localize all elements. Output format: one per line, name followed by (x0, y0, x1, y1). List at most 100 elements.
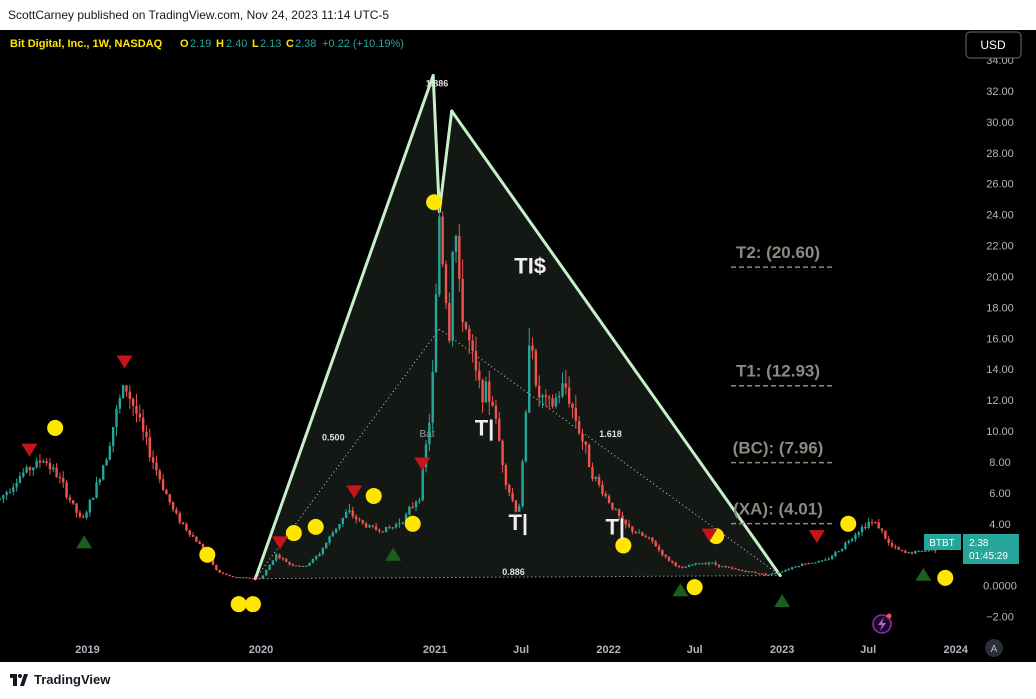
y-tick-label: 20.00 (986, 271, 1014, 283)
currency-button[interactable]: USD (965, 31, 1022, 59)
candle-body (32, 467, 35, 471)
candle-body (541, 395, 544, 398)
pattern-layer: 0.500 1.886 1.618 0.886 Bat (253, 73, 782, 581)
x-tick-label: 2021 (423, 644, 447, 656)
up-triangle-marker (76, 535, 93, 549)
candle-body (12, 487, 15, 492)
y-tick-label: 28.00 (986, 148, 1014, 160)
publish-header: ScottCarney published on TradingView.com… (0, 0, 1036, 30)
candle-body (45, 461, 48, 464)
candle-body (55, 467, 58, 478)
candle-body (341, 517, 345, 525)
candle-body (691, 564, 694, 566)
candle-body (251, 578, 255, 580)
candle-body (394, 524, 398, 528)
candle-body (797, 565, 801, 567)
tradingview-logo[interactable]: TradingView (10, 672, 110, 687)
candle-body (737, 569, 741, 571)
candle-body (248, 577, 251, 579)
yellow-dot-marker (840, 515, 857, 532)
candle-body (667, 556, 671, 561)
candle-body (770, 573, 774, 575)
y-tick-label: 32.00 (986, 86, 1014, 98)
candle-body (651, 537, 654, 542)
candle-body (105, 459, 108, 466)
candle-body (438, 216, 441, 295)
candle-body (188, 530, 191, 536)
candle-body (464, 322, 468, 329)
candle-body (118, 398, 122, 409)
candle-body (165, 489, 168, 495)
candle-body (72, 500, 75, 504)
candle-body (91, 497, 95, 500)
candle-body (864, 526, 867, 529)
candle-body (298, 565, 301, 567)
candle-body (454, 235, 458, 252)
candle-body (840, 548, 844, 552)
candle-body (441, 216, 444, 265)
candle-body (917, 550, 920, 552)
candle-body (787, 569, 791, 571)
candle-body (101, 465, 105, 480)
candle-body (677, 565, 681, 568)
tradingview-logo-icon (10, 673, 28, 686)
candle-body (567, 387, 571, 404)
candle-body (35, 460, 38, 468)
candle-body (371, 525, 374, 527)
legend-h-label: H (216, 38, 224, 50)
candle-body (591, 467, 594, 479)
candle-body (621, 515, 624, 520)
candle-body (218, 569, 221, 573)
down-triangle-marker (808, 530, 825, 544)
lightning-icon[interactable] (872, 613, 892, 634)
candle-body (85, 512, 88, 518)
candle-body (504, 465, 508, 486)
candle-body (581, 433, 584, 442)
candle-body (571, 403, 574, 408)
candle-body (268, 564, 271, 570)
pattern-ratio-label: 1.886 (426, 78, 449, 88)
signal-annotation: T| (508, 510, 528, 535)
auto-scale-button[interactable]: A (985, 639, 1003, 657)
candle-body (344, 512, 348, 518)
candle-body (168, 494, 171, 503)
candle-body (48, 463, 52, 470)
chart-area[interactable]: 0.500 1.886 1.618 0.886 Bat T2: (20.60) T1: (… (0, 30, 1036, 662)
down-triangle-marker (21, 443, 38, 457)
chart-svg[interactable]: 0.500 1.886 1.618 0.886 Bat T2: (20.60) T1: (… (0, 30, 1036, 662)
candle-body (707, 562, 711, 565)
legend-c-value: 2.38 (295, 38, 316, 50)
candle-body (784, 569, 787, 572)
yellow-dot-marker (426, 194, 443, 211)
candle-body (531, 345, 534, 351)
candle-body (687, 565, 691, 567)
x-tick-label: Jul (687, 644, 703, 656)
candle-body (108, 445, 112, 460)
candle-body (624, 519, 627, 525)
candle-body (95, 482, 98, 498)
legend: Bit Digital, Inc., 1W, NASDAQ O 2.19 H 2… (10, 38, 404, 50)
candle-body (654, 541, 657, 547)
candle-body (125, 385, 128, 392)
candle-body (894, 546, 897, 548)
candle-body (844, 542, 847, 549)
candle-body (544, 395, 548, 398)
candle-body (211, 557, 215, 565)
candle-body (717, 564, 721, 567)
candle-body (115, 408, 118, 427)
candle-body (301, 566, 305, 568)
candle-body (308, 562, 311, 566)
candle-body (810, 562, 814, 564)
candle-body (221, 572, 225, 574)
candle-body (664, 554, 667, 557)
candle-body (564, 383, 568, 388)
candle-body (265, 569, 268, 576)
candle-body (358, 519, 361, 521)
candle-body (62, 478, 65, 483)
candle-body (780, 571, 784, 573)
signal-annotation: T| (475, 416, 495, 441)
candle-body (278, 554, 281, 559)
candle-body (524, 412, 528, 462)
candle-body (215, 564, 218, 570)
down-triangle-marker (272, 536, 289, 550)
